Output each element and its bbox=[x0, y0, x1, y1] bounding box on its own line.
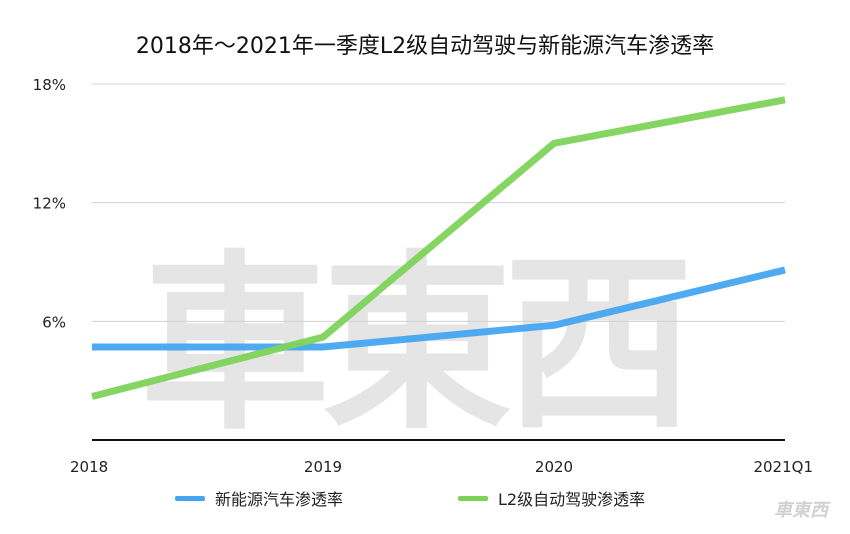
y-tick-label: 18% bbox=[33, 76, 66, 94]
x-tick-label: 2018 bbox=[70, 458, 108, 476]
chart-title: 2018年～2021年一季度L2级自动驾驶与新能源汽车渗透率 bbox=[135, 34, 715, 59]
legend-label: 新能源汽车渗透率 bbox=[215, 490, 344, 509]
legend-swatch bbox=[458, 495, 488, 501]
legend-item-nev: 新能源汽车渗透率 bbox=[175, 486, 343, 510]
x-tick-label: 2021Q1 bbox=[753, 458, 813, 476]
x-tick-label: 2019 bbox=[304, 458, 342, 476]
x-tick-label: 2020 bbox=[535, 458, 573, 476]
legend-swatch bbox=[175, 495, 205, 501]
y-tick-label: 6% bbox=[42, 313, 66, 331]
y-tick-label: 12% bbox=[33, 195, 66, 213]
legend-item-l2: L2级自动驾驶渗透率 bbox=[458, 486, 645, 510]
watermark-logo-small: 車東西 bbox=[774, 500, 828, 521]
series-line-0 bbox=[92, 266, 786, 351]
series-line-1 bbox=[91, 96, 786, 400]
legend-label: L2级自动驾驶渗透率 bbox=[498, 490, 646, 509]
